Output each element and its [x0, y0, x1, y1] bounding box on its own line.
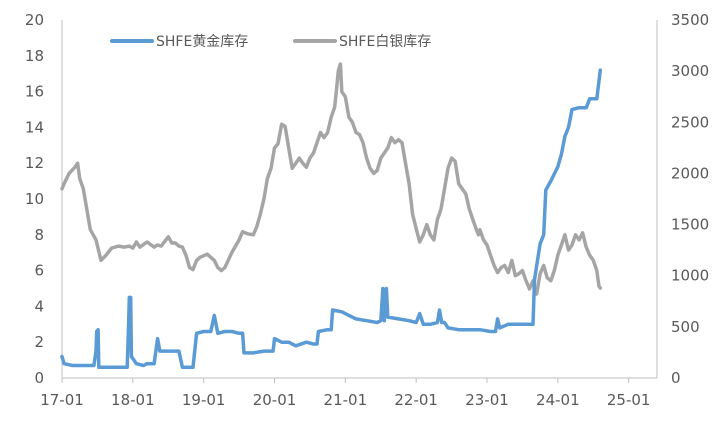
x-tick-label: 17-01 [40, 391, 84, 409]
x-tick-label: 21-01 [324, 391, 368, 409]
series-line-gold [60, 68, 603, 370]
left-tick-label: 2 [34, 333, 44, 351]
plot-frame [61, 20, 658, 379]
legend-label-silver: SHFE白银库存 [339, 34, 431, 50]
left-tick-label: 10 [25, 190, 44, 208]
left-tick-label: 8 [34, 226, 44, 244]
left-tick-label: 12 [25, 154, 44, 172]
left-tick-label: 14 [25, 118, 44, 136]
right-axis-ticks: 0 500 1000 1500 2000 2500 3000 3500 [671, 11, 709, 387]
right-tick-label: 3000 [671, 62, 709, 80]
right-tick-label: 1000 [671, 267, 709, 285]
right-tick-label: 2000 [671, 164, 709, 182]
x-tick-label: 18-01 [111, 391, 155, 409]
x-tick-label: 25-01 [607, 391, 651, 409]
left-tick-label: 16 [25, 83, 44, 101]
left-axis-ticks: 0 2 4 6 8 10 12 14 16 18 20 [25, 11, 44, 387]
left-tick-label: 18 [25, 47, 44, 65]
legend: SHFE黄金库存 SHFE白银库存 [110, 33, 431, 50]
right-tick-label: 1500 [671, 216, 709, 234]
left-tick-label: 4 [34, 297, 44, 315]
series-line-silver [60, 62, 603, 296]
x-tick-label: 24-01 [536, 391, 580, 409]
x-tick-label: 20-01 [253, 391, 297, 409]
series-layer [60, 62, 603, 370]
x-axis-ticks: 17-01 18-01 19-01 20-01 21-01 22-01 23-01 24-01… [40, 378, 650, 409]
x-tick-label: 23-01 [465, 391, 509, 409]
left-tick-label: 6 [34, 262, 44, 280]
x-tick-label: 19-01 [182, 391, 226, 409]
right-tick-label: 2500 [671, 113, 709, 131]
right-tick-label: 500 [671, 318, 700, 336]
right-tick-label: 3500 [671, 11, 709, 29]
left-tick-label: 20 [25, 11, 44, 29]
x-tick-label: 22-01 [394, 391, 438, 409]
left-tick-label: 0 [34, 369, 44, 387]
legend-label-gold: SHFE黄金库存 [156, 33, 248, 50]
right-tick-label: 0 [671, 369, 681, 387]
